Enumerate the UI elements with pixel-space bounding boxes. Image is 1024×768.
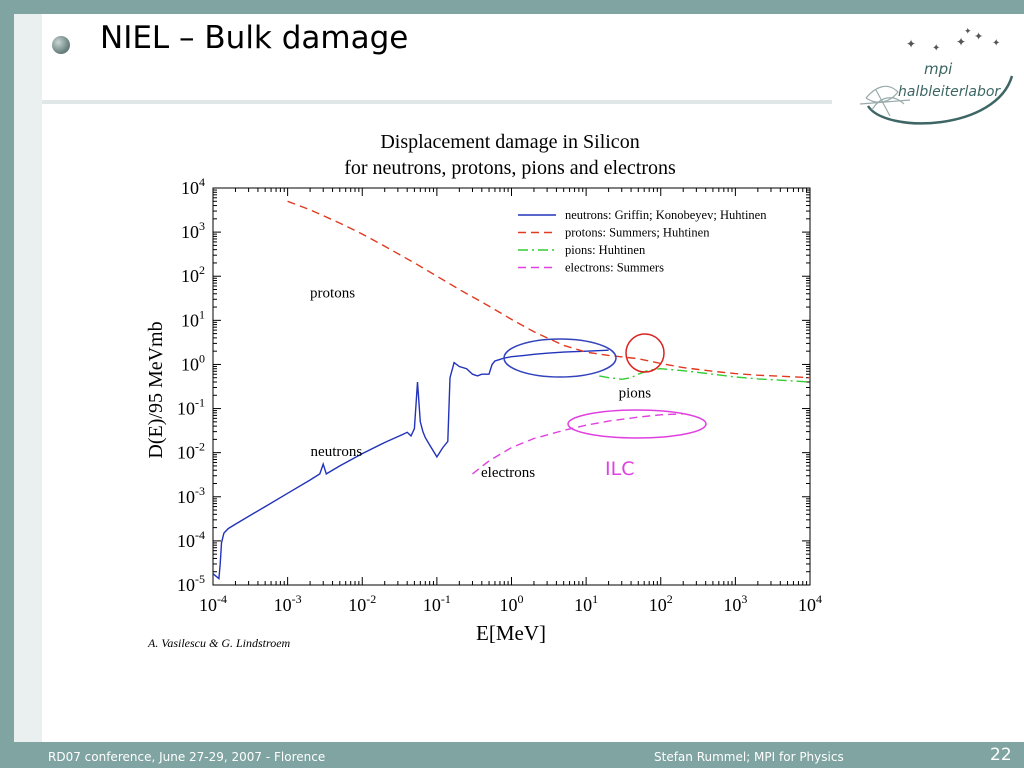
- y-tick-labels: 10-5 10-4 10-3 10-2 10-1 100 101 102 103 104: [177, 175, 205, 595]
- y-tick-label: 10-3: [177, 484, 205, 507]
- curve-label-0: neutrons: [311, 444, 363, 460]
- y-tick-label: 10-5: [177, 572, 205, 595]
- ilc-annotation: ILC: [605, 458, 635, 480]
- x-tick-labels: 10-4 10-3 10-2 10-1 100 101 102 103 104: [199, 592, 822, 615]
- highlight-ellipse-neutrons: [503, 338, 617, 378]
- curve-label-3: electrons: [481, 465, 535, 481]
- legend: neutrons: Griffin; Konobeyev; Huhtinen pr…: [518, 208, 767, 275]
- y-tick-label: 10-2: [177, 440, 205, 463]
- y-tick-label: 10-1: [177, 396, 205, 419]
- footer-conference: RD07 conference, June 27-29, 2007 - Flor…: [48, 750, 326, 764]
- curve-labels: neutrons protons pions electrons: [310, 285, 651, 481]
- curve-label-2: pions: [619, 385, 652, 401]
- y-tick-label: 10-4: [177, 528, 205, 551]
- chart-subtitle: for neutrons, protons, pions and electro…: [344, 157, 676, 179]
- series-line-0: [212, 349, 609, 580]
- y-tick-label: 103: [181, 219, 205, 242]
- page-number: 22: [990, 745, 1012, 765]
- svg-text:✦: ✦: [992, 38, 1000, 49]
- highlight-circle-crossover: [625, 333, 665, 373]
- x-axis-label: E[MeV]: [476, 621, 546, 645]
- y-tick-label: 102: [181, 263, 205, 286]
- x-tick-label: 10-1: [423, 592, 451, 615]
- svg-text:✦: ✦: [932, 43, 940, 54]
- legend-label-2: pions: Huhtinen: [565, 243, 646, 257]
- top-bar: [0, 0, 1024, 14]
- legend-label-1: protons: Summers; Huhtinen: [565, 226, 710, 240]
- x-tick-label: 102: [649, 592, 673, 615]
- series-line-3: [472, 413, 684, 475]
- title-rule: [42, 100, 832, 104]
- y-tick-label: 100: [181, 351, 205, 374]
- logo-line2: halbleiterlabor: [898, 84, 1001, 100]
- logo-line1: mpi: [924, 60, 953, 78]
- y-tick-label: 104: [181, 175, 205, 198]
- y-axis-label: D(E)/95 MeVmb: [145, 321, 167, 458]
- x-tick-label: 104: [798, 592, 822, 615]
- series-line-2: [599, 367, 811, 383]
- curve-label-1: protons: [310, 285, 355, 301]
- chart-credit: A. Vasilescu & G. Lindstroem: [148, 636, 291, 650]
- legend-label-3: electrons: Summers: [565, 261, 664, 275]
- chart-title: Displacement damage in Silicon: [380, 131, 639, 153]
- mpi-halbleiterlabor-logo: ✦ ✦ ✦ ✦ ✦ ✦ mpi halbleiterlabor: [859, 27, 1014, 125]
- x-tick-label: 100: [500, 592, 524, 615]
- axis-ticks: [212, 187, 811, 586]
- svg-text:✦: ✦: [906, 37, 916, 51]
- plot-frame: [212, 187, 811, 586]
- slide-area: [14, 14, 1024, 742]
- y-tick-label: 101: [181, 307, 205, 330]
- x-tick-label: 10-3: [274, 592, 302, 615]
- x-tick-label: 10-2: [348, 592, 376, 615]
- series-line-1: [287, 200, 811, 379]
- x-tick-label: 103: [723, 592, 747, 615]
- left-strip: [14, 14, 42, 742]
- svg-text:✦: ✦: [974, 30, 983, 43]
- footer-author: Stefan Rummel; MPI for Physics: [654, 750, 844, 764]
- legend-label-0: neutrons: Griffin; Konobeyev; Huhtinen: [565, 208, 767, 222]
- slide-title: NIEL – Bulk damage: [100, 20, 409, 56]
- x-tick-label: 10-4: [199, 592, 227, 615]
- series-lines: [212, 200, 811, 580]
- title-bullet-icon: [52, 36, 70, 54]
- svg-text:✦: ✦: [956, 35, 966, 49]
- footer-bar: RD07 conference, June 27-29, 2007 - Flor…: [0, 742, 1024, 768]
- svg-text:✦: ✦: [964, 27, 972, 37]
- x-tick-label: 101: [574, 592, 598, 615]
- highlight-ellipse-electrons: [567, 409, 707, 439]
- highlight-ellipses: [503, 333, 707, 439]
